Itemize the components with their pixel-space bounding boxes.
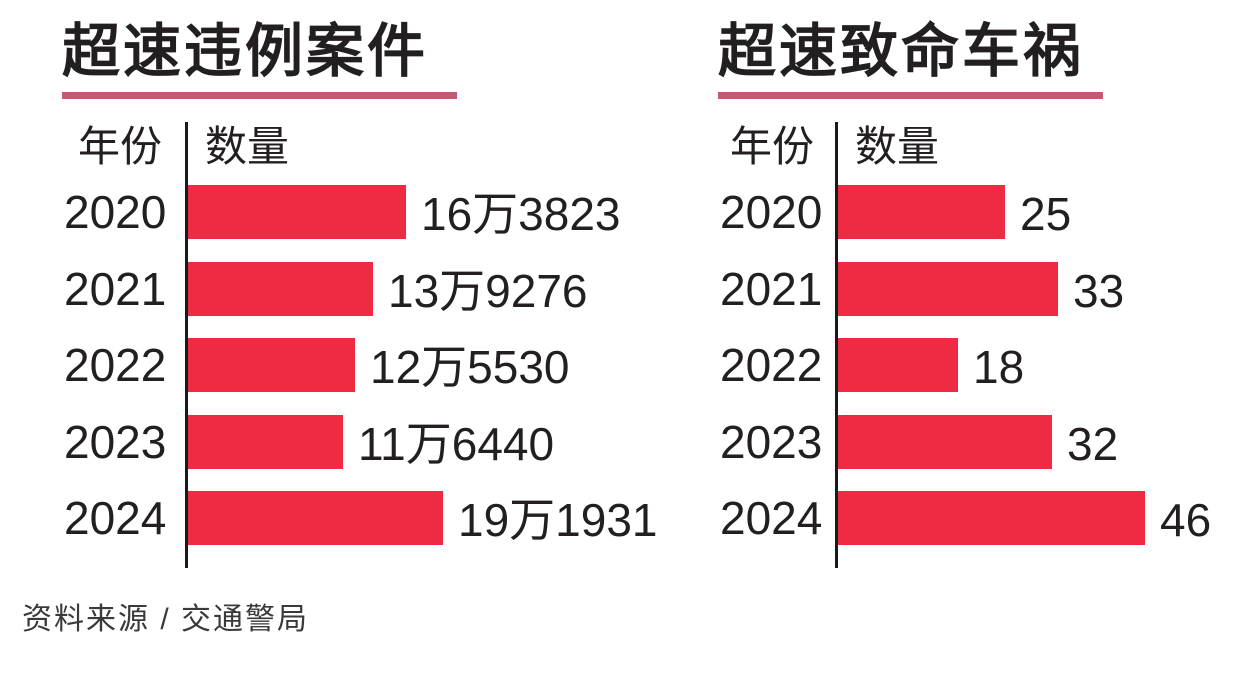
value-bar bbox=[838, 491, 1145, 545]
chart-fatal-speeding-accidents: 超速致命车祸 年份 数量 2020 25 2021 33 2022 18 2023 32 202… bbox=[718, 20, 1251, 580]
value-bar bbox=[838, 414, 1052, 469]
value-label: 13万9276 bbox=[388, 264, 588, 317]
title-underline bbox=[62, 92, 457, 99]
value-label: 19万1931 bbox=[458, 494, 658, 546]
year-label: 2021 bbox=[64, 262, 167, 315]
chart-row: 2020 16万3823 bbox=[62, 185, 652, 240]
year-label: 2024 bbox=[64, 492, 167, 544]
chart-row: 2022 12万5530 bbox=[62, 338, 652, 393]
value-bar bbox=[188, 338, 355, 392]
year-label: 2023 bbox=[720, 415, 823, 468]
axis-line bbox=[185, 122, 188, 568]
value-bar bbox=[188, 261, 373, 316]
value-label: 25 bbox=[1020, 188, 1072, 240]
title-underline bbox=[718, 92, 1103, 99]
year-label: 2022 bbox=[64, 339, 167, 391]
value-label: 46 bbox=[1160, 494, 1212, 546]
value-bar bbox=[188, 414, 343, 469]
chart-row: 2022 18 bbox=[718, 338, 1251, 393]
value-label: 33 bbox=[1073, 264, 1125, 317]
column-header-count: 数量 bbox=[205, 123, 290, 170]
chart-row: 2020 25 bbox=[718, 185, 1251, 240]
value-bar bbox=[188, 185, 406, 239]
year-label: 2020 bbox=[64, 186, 167, 238]
year-label: 2020 bbox=[720, 186, 823, 238]
year-label: 2023 bbox=[64, 415, 167, 468]
chart-row: 2023 32 bbox=[718, 414, 1251, 470]
year-label: 2022 bbox=[720, 339, 823, 391]
bar-rows: 2020 25 2021 33 2022 18 2023 32 2024 46 bbox=[718, 20, 1251, 580]
value-label: 11万6440 bbox=[358, 417, 555, 470]
value-label: 16万3823 bbox=[421, 188, 621, 240]
value-bar bbox=[188, 491, 443, 545]
chart-row: 2021 13万9276 bbox=[62, 261, 652, 317]
year-label: 2021 bbox=[720, 262, 823, 315]
chart-row: 2024 19万1931 bbox=[62, 491, 658, 546]
chart-title: 超速违例案件 bbox=[62, 19, 429, 84]
axis-line bbox=[835, 122, 838, 568]
value-bar bbox=[838, 338, 958, 392]
value-label: 18 bbox=[973, 341, 1025, 393]
chart-row: 2021 33 bbox=[718, 261, 1251, 317]
chart-speeding-violations: 超速违例案件 年份 数量 2020 16万3823 2021 13万9276 2022 1… bbox=[62, 19, 658, 580]
chart-row: 2023 11万6440 bbox=[62, 414, 652, 470]
year-label: 2024 bbox=[720, 492, 823, 544]
value-label: 12万5530 bbox=[370, 341, 570, 393]
value-label: 32 bbox=[1067, 417, 1119, 470]
column-header-count: 数量 bbox=[855, 123, 940, 170]
value-bar bbox=[838, 261, 1058, 316]
bar-rows: 2020 16万3823 2021 13万9276 2022 12万5530 2023 11万… bbox=[62, 20, 658, 580]
chart-title: 超速致命车祸 bbox=[718, 19, 1085, 84]
column-header-year: 年份 bbox=[78, 123, 163, 170]
source-attribution: 资料来源 / 交通警局 bbox=[22, 603, 310, 636]
chart-row: 2024 46 bbox=[718, 491, 1251, 546]
value-bar bbox=[838, 185, 1005, 239]
column-header-year: 年份 bbox=[730, 123, 815, 170]
